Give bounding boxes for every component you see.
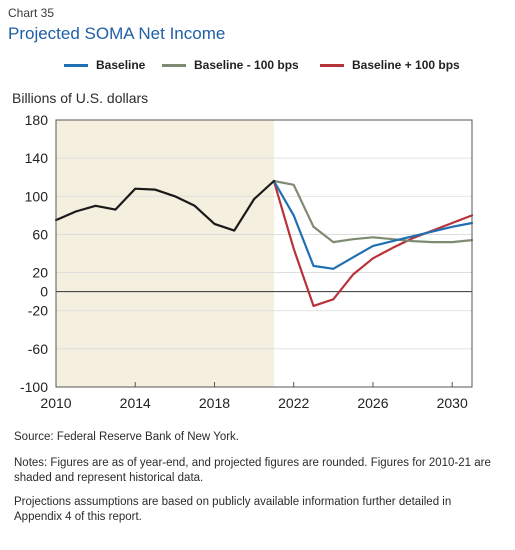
x-tick-label: 2010	[40, 395, 71, 411]
legend-swatch-baseline	[64, 64, 88, 68]
y-tick-label: 100	[25, 188, 49, 204]
legend-swatch-baseline-plus-100	[320, 64, 344, 68]
x-tick-label: 2030	[437, 395, 468, 411]
chart-title: Projected SOMA Net Income	[8, 24, 226, 43]
historical-shade-rect	[56, 120, 274, 387]
chart-number: Chart 35	[8, 6, 55, 20]
y-tick-label: 20	[32, 265, 48, 281]
legend-item-baseline: Baseline	[64, 58, 145, 72]
legend-swatch-baseline-minus-100	[162, 64, 186, 68]
legend-item-baseline-plus-100: Baseline + 100 bps	[320, 58, 460, 72]
legend: Baseline Baseline - 100 bps Baseline + 1…	[0, 58, 515, 78]
source-note: Source: Federal Reserve Bank of New York…	[14, 431, 240, 443]
y-tick-label: -60	[28, 341, 48, 357]
x-tick-label: 2014	[120, 395, 151, 411]
x-tick-label: 2026	[357, 395, 388, 411]
legend-item-baseline-minus-100: Baseline - 100 bps	[162, 58, 299, 72]
legend-label-baseline-minus-100: Baseline - 100 bps	[194, 58, 299, 72]
legend-label-baseline: Baseline	[96, 58, 146, 72]
x-tick-label: 2018	[199, 395, 230, 411]
series-lines	[54, 179, 474, 307]
y-tick-label: 0	[40, 284, 48, 300]
y-tick-label: 140	[25, 150, 49, 166]
notes-text: Notes: Figures are as of year-end, and p…	[14, 457, 491, 484]
plot-frame	[55, 119, 473, 388]
y-tick-label: 60	[32, 226, 48, 242]
series-line-baseline	[272, 179, 474, 270]
series-line-historical	[54, 179, 275, 232]
y-tick-label: 180	[25, 112, 49, 128]
y-axis-label: Billions of U.S. dollars	[12, 90, 149, 106]
y-tick-label: -100	[20, 379, 48, 395]
projections-note: Projections assumptions are based on pub…	[14, 496, 452, 523]
historical-shading	[56, 120, 274, 387]
x-tick-label: 2022	[278, 395, 309, 411]
series-line-baseline-minus-100	[272, 179, 474, 244]
series-line-baseline-plus-100	[272, 179, 474, 307]
y-tick-label: -20	[28, 303, 48, 319]
legend-label-baseline-plus-100: Baseline + 100 bps	[352, 58, 460, 72]
axes	[55, 119, 473, 388]
